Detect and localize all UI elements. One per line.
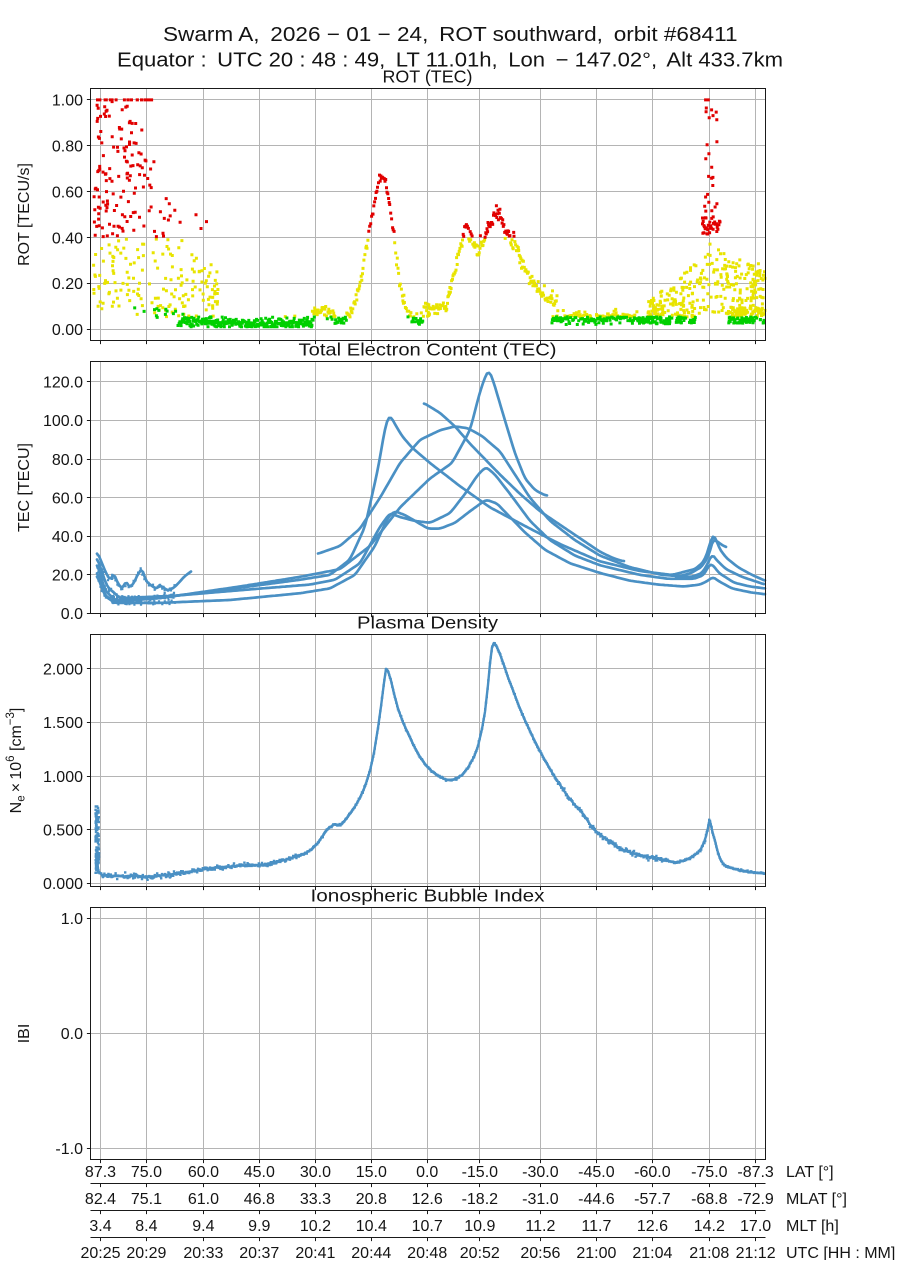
svg-text:0.0: 0.0	[61, 606, 83, 623]
svg-text:Swarm A, 2026 − 01 − 24, ROT: Swarm A, 2026 − 01 − 24, ROT southward, …	[163, 24, 738, 46]
svg-text:0.80: 0.80	[52, 139, 83, 156]
svg-text:ROT (TEC): ROT (TEC)	[383, 67, 473, 87]
svg-text:20:33: 20:33	[183, 1245, 223, 1260]
svg-text:9.4: 9.4	[192, 1218, 214, 1235]
svg-text:20:25: 20:25	[80, 1245, 120, 1260]
svg-text:61.0: 61.0	[188, 1191, 219, 1208]
svg-text:UTC [HH : MM]: UTC [HH : MM]	[786, 1245, 895, 1260]
svg-text:30.0: 30.0	[300, 1164, 331, 1181]
svg-text:10.4: 10.4	[356, 1218, 387, 1235]
svg-text:12.6: 12.6	[412, 1191, 443, 1208]
svg-text:11.2: 11.2	[525, 1218, 555, 1235]
svg-text:-72.9: -72.9	[737, 1191, 774, 1208]
svg-text:MLT [h]: MLT [h]	[786, 1218, 839, 1235]
svg-text:10.7: 10.7	[412, 1218, 443, 1235]
svg-text:21:04: 21:04	[632, 1245, 672, 1260]
svg-text:20:29: 20:29	[126, 1245, 166, 1260]
svg-text:82.4: 82.4	[85, 1191, 116, 1208]
svg-text:21:00: 21:00	[576, 1245, 616, 1260]
svg-text:-1.0: -1.0	[55, 1141, 83, 1158]
svg-text:8.4: 8.4	[135, 1218, 157, 1235]
svg-text:1.500: 1.500	[43, 715, 83, 732]
svg-text:-60.0: -60.0	[634, 1164, 671, 1181]
svg-text:-75.0: -75.0	[691, 1164, 728, 1181]
svg-text:LAT [°]: LAT [°]	[786, 1164, 834, 1181]
svg-text:20:37: 20:37	[239, 1245, 279, 1260]
svg-text:-87.3: -87.3	[737, 1164, 774, 1181]
svg-text:14.2: 14.2	[694, 1218, 725, 1235]
svg-text:-30.0: -30.0	[522, 1164, 559, 1181]
svg-text:46.8: 46.8	[244, 1191, 275, 1208]
svg-text:20:56: 20:56	[520, 1245, 560, 1260]
svg-text:1.000: 1.000	[43, 769, 83, 786]
svg-text:-68.8: -68.8	[691, 1191, 728, 1208]
svg-text:0.000: 0.000	[43, 876, 83, 893]
svg-text:-57.7: -57.7	[634, 1191, 671, 1208]
svg-text:0.60: 0.60	[52, 184, 83, 201]
svg-text:20.0: 20.0	[52, 568, 83, 585]
svg-text:10.9: 10.9	[464, 1218, 495, 1235]
svg-text:20:52: 20:52	[460, 1245, 500, 1260]
svg-text:80.0: 80.0	[52, 452, 83, 469]
svg-text:0.0: 0.0	[416, 1164, 438, 1181]
svg-text:0.500: 0.500	[43, 823, 83, 840]
svg-text:75.1: 75.1	[131, 1191, 162, 1208]
svg-text:45.0: 45.0	[244, 1164, 275, 1181]
svg-text:12.6: 12.6	[637, 1218, 668, 1235]
svg-text:ROT [TECU/s]: ROT [TECU/s]	[16, 163, 33, 266]
svg-text:20:41: 20:41	[295, 1245, 335, 1260]
svg-text:9.9: 9.9	[248, 1218, 270, 1235]
svg-text:60.0: 60.0	[52, 490, 83, 507]
svg-text:-15.0: -15.0	[462, 1164, 499, 1181]
svg-text:20:48: 20:48	[407, 1245, 447, 1260]
svg-text:3.4: 3.4	[89, 1218, 111, 1235]
svg-text:60.0: 60.0	[188, 1164, 219, 1181]
svg-text:100.0: 100.0	[43, 413, 83, 430]
svg-text:75.0: 75.0	[131, 1164, 162, 1181]
svg-text:-44.6: -44.6	[578, 1191, 615, 1208]
svg-text:Plasma Density: Plasma Density	[357, 613, 498, 633]
svg-text:-31.0: -31.0	[522, 1191, 559, 1208]
svg-text:Ionospheric Bubble Index: Ionospheric Bubble Index	[311, 886, 545, 906]
svg-text:20:44: 20:44	[351, 1245, 391, 1260]
svg-text:TEC [TECU]: TEC [TECU]	[16, 443, 33, 532]
svg-text:-18.2: -18.2	[462, 1191, 499, 1208]
svg-text:Ne × 106 [cm−3]: Ne × 106 [cm−3]	[5, 708, 28, 814]
svg-text:11.7: 11.7	[581, 1218, 611, 1235]
svg-text:1.00: 1.00	[52, 93, 83, 110]
svg-text:1.0: 1.0	[61, 911, 83, 928]
svg-text:2.000: 2.000	[43, 661, 83, 678]
svg-text:0.20: 0.20	[52, 276, 83, 293]
svg-text:-45.0: -45.0	[578, 1164, 615, 1181]
svg-text:87.3: 87.3	[85, 1164, 116, 1181]
svg-text:21:08: 21:08	[689, 1245, 729, 1260]
svg-text:15.0: 15.0	[356, 1164, 387, 1181]
svg-text:0.0: 0.0	[61, 1026, 83, 1043]
svg-text:40.0: 40.0	[52, 529, 83, 546]
svg-text:20.8: 20.8	[356, 1191, 387, 1208]
svg-text:IBI: IBI	[16, 1024, 33, 1044]
svg-text:Equator : UTC 20 : 48 : 49,: Equator : UTC 20 : 48 : 49, LT 11.01h, L…	[117, 50, 783, 72]
svg-text:33.3: 33.3	[300, 1191, 331, 1208]
svg-text:17.0: 17.0	[740, 1218, 771, 1235]
svg-text:21:12: 21:12	[736, 1245, 776, 1260]
svg-text:120.0: 120.0	[43, 375, 83, 392]
svg-text:MLAT [°]: MLAT [°]	[786, 1191, 847, 1208]
svg-text:Total Electron Content (TEC): Total Electron Content (TEC)	[299, 340, 557, 360]
svg-text:0.40: 0.40	[52, 230, 83, 247]
svg-text:0.00: 0.00	[52, 322, 83, 339]
svg-text:10.2: 10.2	[300, 1218, 331, 1235]
